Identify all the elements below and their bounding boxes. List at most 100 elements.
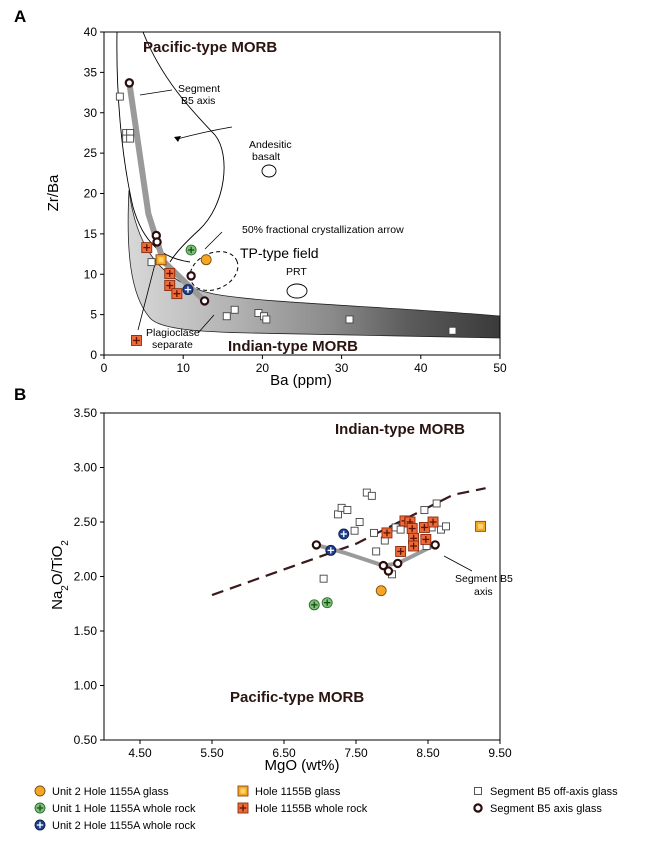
point-a-open-square (345, 315, 354, 324)
panel-b-letter: B (14, 385, 26, 404)
panel-b-annotations: Indian-type MORB Pacific-type MORB Segme… (49, 421, 513, 774)
label-prt: PRT (286, 266, 307, 278)
x-tick-label-a: 40 (414, 361, 428, 375)
legend-swatch-orange-square (237, 785, 249, 797)
point-a-open-square (222, 312, 231, 321)
y-tick-label-a: 30 (84, 106, 98, 120)
point-a-open-square (115, 92, 124, 101)
point-b-open-circle-thick (378, 560, 389, 571)
x-tick-label-a: 20 (256, 361, 270, 375)
point-b-open-square (343, 506, 352, 514)
point-b-open-square (396, 525, 405, 534)
pacific-pointer-a (176, 126, 233, 140)
y-tick-label-a: 25 (84, 146, 98, 160)
legend-label: Segment B5 axis glass (490, 803, 602, 815)
point-b-open-square (370, 528, 378, 537)
point-a-blue-plus-circle (182, 284, 194, 296)
legend-label: Unit 2 Hole 1155A glass (52, 786, 169, 798)
point-a-red-plus-square (131, 335, 142, 346)
label-plagioclase-1: Plagioclase (146, 327, 200, 339)
point-b-red-plus-square (406, 523, 418, 534)
panel-a-annotations: Pacific-type MORB Indian-type MORB TP-ty… (45, 39, 404, 389)
label-fc-arrow: 50% fractional crystallization arrow (242, 224, 404, 236)
x-tick-label-b: 5.50 (200, 746, 224, 760)
point-b-red-plus-square (395, 545, 407, 557)
prt-field (286, 283, 308, 299)
y-tick-label-b: 1.00 (74, 679, 98, 693)
pacific-field-outline-right (142, 31, 225, 263)
point-b-green-plus-circle (321, 597, 333, 609)
point-b-open-square (334, 510, 342, 519)
y-tick-label-b: 2.50 (74, 515, 98, 529)
x-axis-label-b: MgO (wt%) (265, 757, 340, 774)
point-a-open-circle-thick (186, 271, 196, 281)
point-b-orange-circle (375, 585, 387, 597)
y-tick-label-b: 2.00 (74, 570, 98, 584)
label-pacific-type-b: Pacific-type MORB (230, 689, 364, 706)
panel-a-points (115, 78, 457, 346)
fc-arrow-leader (204, 231, 223, 250)
legend-swatch-open-square (474, 787, 482, 795)
y-tick-label-a: 15 (84, 227, 98, 241)
point-b-red-plus-square (408, 540, 420, 552)
legend-label: Unit 2 Hole 1155A whole rock (52, 820, 196, 832)
point-a-open-square (147, 258, 156, 267)
point-a-open-circle-thick (199, 296, 210, 306)
label-indian-type-a: Indian-type MORB (228, 338, 358, 355)
point-a-open-circle-thick (124, 78, 135, 88)
point-b-open-square (319, 574, 328, 583)
legend-swatch-green-plus-circle (34, 802, 46, 814)
y-tick-label-a: 5 (90, 308, 97, 322)
y-tick-label-a: 35 (84, 65, 98, 79)
point-b-open-square (355, 518, 364, 526)
pacific-indian-boundary (211, 487, 486, 597)
point-a-open-square (448, 326, 457, 335)
y-axis-label-b: Na2O/TiO2 (49, 540, 71, 610)
point-b-red-plus-square (418, 522, 430, 533)
panel-a-plot: 0 10 20 30 40 50 0 5 10 15 20 25 30 35 40 Pacific-type… (45, 25, 507, 389)
legend-swatch-blue-plus-circle (34, 819, 46, 831)
point-a-open-square (230, 305, 239, 314)
point-b-open-circle-thick (430, 540, 440, 550)
point-a-open-square (262, 315, 271, 324)
label-indian-type-b: Indian-type MORB (335, 421, 465, 438)
y-tick-label-b: 3.00 (74, 461, 98, 475)
point-a-open-circle-thick (152, 237, 162, 247)
label-pacific-type-a: Pacific-type MORB (143, 39, 277, 56)
panel-a-axes: 0 10 20 30 40 50 0 5 10 15 20 25 30 35 40 (84, 25, 507, 375)
point-a-red-plus-square (141, 242, 153, 254)
point-b-open-square (442, 522, 450, 531)
x-tick-label-a: 0 (101, 361, 108, 375)
y-tick-label-a: 40 (84, 25, 98, 39)
point-a-red-plus-square (171, 288, 183, 300)
plagioclase-leader (137, 263, 156, 331)
point-b-open-square (367, 491, 376, 500)
legend-label: Hole 1155B glass (255, 786, 341, 798)
panel-b-axes: 4.50 5.50 6.50 7.50 8.50 9.50 0.50 1.00 1.50 2.00… (74, 406, 512, 760)
label-andesitic-2: basalt (252, 151, 280, 163)
x-tick-label-b: 7.50 (344, 746, 368, 760)
point-b-open-circle-thick (393, 558, 403, 569)
x-tick-label-b: 6.50 (272, 746, 296, 760)
label-tp-field: TP-type field (240, 245, 319, 261)
point-a-red-plus-square (164, 280, 176, 292)
label-segment-axis-b-2: axis (474, 586, 493, 598)
x-tick-label-a: 30 (335, 361, 349, 375)
label-segment-axis-b-1: Segment B5 (455, 573, 513, 585)
label-andesitic-1: Andesitic (249, 139, 292, 151)
legend-swatch-orange-circle (34, 785, 46, 797)
point-a-green-plus-circle (185, 244, 197, 256)
y-tick-label-b: 3.50 (74, 406, 98, 420)
point-b-open-square (372, 547, 381, 556)
point-b-open-square (420, 506, 429, 514)
legend: Unit 2 Hole 1155A glass Unit 1 Hole 1155A… (34, 785, 618, 832)
point-b-orange-square (475, 520, 487, 532)
andesitic-basalt-field (261, 164, 277, 178)
legend-swatch-red-plus-square (237, 802, 249, 814)
y-axis-label-a: Zr/Ba (45, 174, 62, 211)
point-b-red-plus-square (381, 527, 393, 539)
point-b-blue-plus-circle (325, 544, 337, 556)
label-segment-axis-a-2: B5 axis (181, 95, 215, 107)
panel-b-boundary-line (211, 487, 486, 597)
y-tick-label-a: 0 (90, 348, 97, 362)
